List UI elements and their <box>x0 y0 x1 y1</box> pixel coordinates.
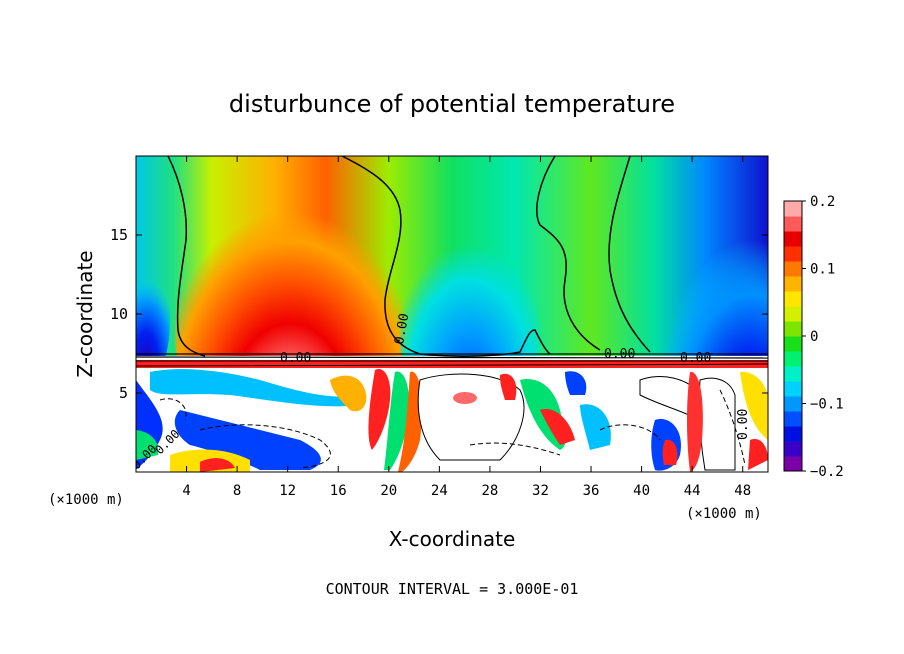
lower-layer-blobs <box>136 360 768 472</box>
colorbar-ticks: 0.2 0.1 0 −0.1 −0.2 <box>802 194 844 480</box>
colorbar-tick-label: 0 <box>810 329 818 345</box>
y-tick-label: 5 <box>119 384 128 402</box>
x-axis-label: X-coordinate <box>389 527 516 551</box>
colorbar-tick-label: 0.2 <box>810 194 835 210</box>
colorbar-swatch <box>784 291 802 307</box>
x-axis: 4 8 12 16 20 24 28 32 36 40 44 48 <box>182 156 751 499</box>
colorbar-swatch <box>784 441 802 457</box>
colorbar-swatch <box>784 216 802 232</box>
colorbar-tick-label: −0.1 <box>810 397 844 413</box>
x-tick-label: 48 <box>734 483 751 499</box>
contour-label: 0.00 <box>392 312 412 345</box>
contour-label: 0.00 <box>736 409 751 440</box>
colorbar-swatch <box>784 321 802 337</box>
colorbar-swatch <box>784 411 802 427</box>
y-axis-label: Z-coordinate <box>73 250 97 377</box>
x-tick-label: 4 <box>182 483 190 499</box>
plot-area: 0.00 0.00 0.00 0.00 0.00 0.00 0.00 <box>136 156 768 472</box>
contour-label: 0.00 <box>280 351 311 366</box>
colorbar-swatch <box>784 381 802 397</box>
x-tick-label: 24 <box>431 483 448 499</box>
colorbar-swatch <box>784 426 802 442</box>
x-tick-label: 16 <box>330 483 347 499</box>
y-tick-label: 15 <box>110 226 128 244</box>
y-axis: 5 10 15 <box>110 226 768 402</box>
x-tick-label: 40 <box>633 483 650 499</box>
colorbar-swatch <box>784 201 802 217</box>
colorbar-swatch <box>784 336 802 352</box>
cool-edge-region <box>136 250 170 390</box>
x-tick-label: 20 <box>380 483 397 499</box>
colorbar-tick-label: 0.1 <box>810 262 835 278</box>
colorbar-swatch <box>784 351 802 367</box>
colorbar-tick-label: −0.2 <box>810 464 844 480</box>
colorbar-swatch <box>784 231 802 247</box>
colorbar-swatch <box>784 396 802 412</box>
colorbar-swatch <box>784 246 802 262</box>
y-tick-label: 10 <box>110 305 128 323</box>
contour-interval-note: CONTOUR INTERVAL = 3.000E-01 <box>326 580 579 598</box>
chart-title: disturbunce of potential temperature <box>229 90 675 118</box>
x-tick-label: 8 <box>233 483 241 499</box>
x-tick-label: 28 <box>481 483 498 499</box>
x-tick-label: 36 <box>583 483 600 499</box>
x-tick-label: 12 <box>279 483 296 499</box>
contour-label: 0.00 <box>604 347 635 362</box>
colorbar-swatch <box>784 456 802 472</box>
x-unit-left: (×1000 m) <box>48 492 124 508</box>
colorbar-swatch <box>784 306 802 322</box>
contour-lines <box>136 156 768 367</box>
x-unit-right: (×1000 m) <box>686 506 762 522</box>
colorbar-swatch <box>784 261 802 277</box>
colorbar <box>784 201 802 472</box>
x-tick-label: 32 <box>532 483 549 499</box>
dashed-contours <box>159 389 746 469</box>
x-tick-label: 44 <box>684 483 701 499</box>
colorbar-swatch <box>784 276 802 292</box>
colorbar-swatch <box>784 366 802 382</box>
contour-label: 0.00 <box>680 351 711 366</box>
